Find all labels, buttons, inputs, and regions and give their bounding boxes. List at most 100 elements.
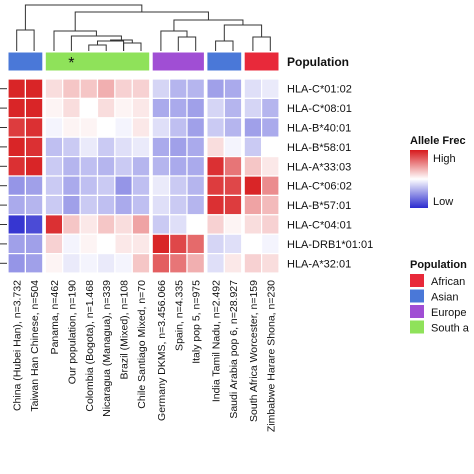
annotation-title: Population: [287, 55, 349, 69]
heatmap-cell: [186, 78, 205, 99]
row-label: HLA-DRB1*01:01: [287, 239, 373, 251]
heatmap-cell: [243, 117, 263, 138]
population-legend-label: Asian: [431, 292, 459, 304]
population-group-asian: [7, 51, 44, 72]
dendrogram-branch: [223, 24, 263, 41]
heatmap-cell: [7, 136, 26, 158]
heatmap-cell: [243, 136, 263, 158]
population-group-african: [243, 51, 280, 72]
dendrogram-branch: [53, 30, 97, 51]
heatmap-cell: [114, 214, 133, 235]
heatmap-cell: [186, 97, 205, 119]
row-label: HLA-B*57:01: [287, 200, 351, 212]
heatmap-cell: [131, 194, 151, 216]
heatmap-cell: [96, 136, 116, 158]
dendrogram-branch: [215, 40, 234, 51]
heatmap-cell: [131, 233, 151, 255]
heatmap-cell: [62, 78, 81, 99]
heatmap-cell: [114, 175, 133, 196]
dendrogram-branch: [16, 29, 35, 51]
heatmap-cell: [261, 136, 280, 158]
heatmap-cell: [223, 253, 243, 274]
heatmap-cell: [151, 214, 171, 235]
heatmap-cell: [169, 214, 188, 235]
heatmap-cell: [44, 97, 64, 119]
row-labels: HLA-C*01:02 HLA-C*08:01 HLA-B*40:01 HLA-B*5…: [287, 84, 373, 271]
heatmap-cell: [114, 136, 133, 158]
row-label: HLA-C*01:02: [287, 84, 352, 96]
heatmap-cell: [44, 156, 64, 177]
heatmap-cell: [79, 233, 99, 255]
column-label: Germany DKMS, n=3.456.066: [156, 280, 168, 421]
heatmap-cell: [79, 214, 99, 235]
heatmap-cell: [79, 253, 99, 274]
heatmap-cell: [223, 97, 243, 119]
heatmap-cell: [261, 233, 280, 255]
heatmap-cell: [206, 233, 225, 255]
dendrogram-branch: [160, 30, 188, 51]
heatmap-cell: [151, 117, 171, 138]
heatmap-cell: [114, 156, 133, 177]
heatmap-cell: [243, 233, 263, 255]
heatmap-cell: [44, 175, 64, 196]
heatmap-cell: [96, 253, 116, 274]
population-legend-label: Europe: [431, 307, 466, 319]
heatmap-cell: [151, 78, 171, 99]
population-legend-swatch: [410, 274, 424, 287]
heatmap-cell: [62, 233, 81, 255]
heatmap-cell: [223, 136, 243, 158]
population-group-europe: [151, 51, 205, 72]
row-ticks: [0, 88, 7, 264]
population-legend-label: African: [431, 276, 465, 288]
row-label: HLA-B*40:01: [287, 123, 351, 135]
heatmap-cell: [114, 78, 133, 99]
heatmap-cell: [44, 78, 64, 99]
row-label: HLA-A*32:01: [287, 258, 351, 270]
heatmap-cell: [96, 233, 116, 255]
heatmap-cell: [186, 156, 205, 177]
dendrogram-branch: [97, 40, 125, 51]
dendrogram-branch: [70, 35, 122, 51]
heatmap-cell: [114, 233, 133, 255]
heatmap-cell: [7, 233, 26, 255]
column-label: Spain, n=4.335: [173, 280, 185, 351]
heatmap-cell: [169, 253, 188, 274]
row-label: HLA-C*06:02: [287, 181, 352, 193]
column-dendrogram: [16, 4, 271, 51]
heatmap-cell: [261, 175, 280, 196]
heatmap-cell: [79, 175, 99, 196]
heatmap-cell: [131, 117, 151, 138]
heatmap-cell: [96, 78, 116, 99]
heatmap-cell: [114, 97, 133, 119]
heatmap-cell: [131, 156, 151, 177]
allele-frequency-colorbar: [410, 150, 428, 208]
heatmap-cell: [96, 175, 116, 196]
heatmap-cell: [96, 194, 116, 216]
heatmap-cell: [114, 194, 133, 216]
column-label: Chile Santiago Mixed, n=70: [136, 280, 148, 409]
heatmap-cell: [7, 117, 26, 138]
heatmap-cell: [7, 253, 26, 274]
heatmap-cell: [62, 117, 81, 138]
population-legend-label: South a: [431, 323, 470, 335]
allele-frequency-low-label: Low: [433, 196, 453, 208]
column-label: Nicaragua (Managua), n=339: [101, 280, 113, 417]
heatmap-cell: [151, 253, 171, 274]
heatmap-cell: [206, 156, 225, 177]
heatmap-cell: [243, 97, 263, 119]
heatmap-cell: [24, 253, 44, 274]
allele-frequency-legend-title: Allele Frec: [410, 135, 466, 147]
heatmap-cell: [79, 156, 99, 177]
heatmap-cell: [62, 136, 81, 158]
heatmap-cell: [7, 175, 26, 196]
heatmap-cell: [114, 253, 133, 274]
heatmap-cell: [186, 214, 205, 235]
heatmap-cell: [131, 136, 151, 158]
heatmap-cell: [62, 97, 81, 119]
heatmap-cell: [7, 97, 26, 119]
heatmap-cell: [44, 136, 64, 158]
heatmap-cell: [131, 78, 151, 99]
heatmap-cell: [24, 233, 44, 255]
heatmap-cell: [24, 194, 44, 216]
